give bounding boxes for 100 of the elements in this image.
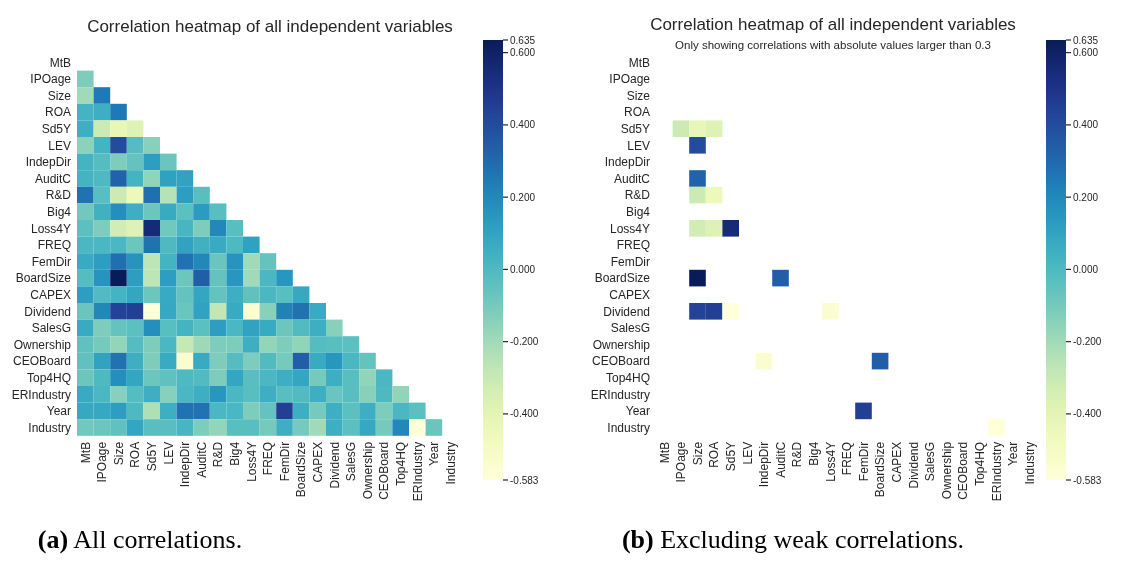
x-tick-label: LEV	[161, 441, 176, 465]
x-tick-label: FREQ	[840, 441, 855, 476]
y-tick-label: MtB	[49, 55, 71, 70]
x-tick-label: R&D	[790, 441, 805, 468]
x-tick-label: SalesG	[344, 441, 359, 482]
color-bar-label: 0.000	[510, 263, 536, 275]
x-tick-label: Ownership	[939, 441, 954, 500]
x-tick-label: ERIndustry	[989, 441, 1004, 502]
x-tick-label: Year	[427, 441, 442, 467]
color-bar-label: -0.400	[510, 408, 539, 420]
x-tick-label: AuditC	[194, 441, 209, 478]
y-tick-label: R&D	[624, 188, 651, 203]
y-tick-label: Dividend	[24, 304, 71, 319]
y-tick-label: Size	[47, 88, 72, 103]
color-bar-label: 0.400	[510, 119, 536, 131]
text: (b) Excluding weak correlations.	[621, 525, 965, 554]
y-tick-label: FemDir	[610, 254, 650, 269]
x-tick-label: IPOage	[95, 441, 110, 483]
x-tick-label: R&D	[211, 441, 226, 468]
color-bar-label: -0.200	[1073, 336, 1102, 348]
x-tick-label: CAPEX	[310, 441, 325, 483]
x-tick-label: Size	[111, 441, 126, 466]
x-tick-label: Industry	[443, 441, 458, 485]
x-tick-label: Big4	[806, 441, 821, 466]
color-bar-label: 0.000	[1073, 263, 1099, 275]
color-bar-label: -0.583	[510, 474, 539, 486]
color-bar-label: 0.400	[1073, 119, 1099, 131]
y-tick-label: IndepDir	[25, 155, 71, 170]
y-tick-label: FemDir	[31, 254, 71, 269]
x-tick-label: CEOBoard	[956, 441, 971, 500]
x-tick-label: BoardSize	[873, 441, 888, 498]
y-tick-label: Year	[625, 404, 650, 419]
y-tick-label: Big4	[625, 204, 651, 219]
x-tick-label: Industry	[1022, 441, 1037, 485]
y-tick-label: MtB	[628, 55, 650, 70]
x-tick-label: FemDir	[277, 441, 292, 482]
y-tick-label: Industry	[607, 420, 650, 435]
text: (a) All correlations.	[37, 525, 243, 554]
y-tick-label: SalesG	[31, 321, 71, 336]
y-tick-label: IndepDir	[604, 155, 650, 170]
y-tick-label: Big4	[46, 204, 72, 219]
x-tick-label: FREQ	[261, 441, 276, 476]
chart-subtitle: Only showing correlations with absolute values larger than 0.3	[675, 39, 991, 51]
x-tick-label: SalesG	[923, 441, 938, 482]
x-tick-label: Loss4Y	[823, 441, 838, 482]
y-tick-label: Ownership	[592, 337, 651, 352]
y-tick-label: Size	[626, 88, 651, 103]
color-bar-label: 0.600	[1073, 47, 1099, 59]
x-tick-label: IndepDir	[757, 441, 772, 488]
y-tick-label: FREQ	[37, 238, 71, 253]
x-tick-label: LEV	[740, 441, 755, 465]
y-tick-label: Dividend	[603, 304, 650, 319]
x-tick-label: AuditC	[773, 441, 788, 478]
y-tick-label: Loss4Y	[609, 221, 650, 236]
x-tick-label: BoardSize	[294, 441, 309, 498]
x-tick-label: Big4	[227, 441, 242, 466]
y-tick-label: CEOBoard	[12, 354, 71, 369]
color-bar-label: 0.200	[510, 191, 536, 203]
x-tick-label: MtB	[78, 441, 93, 464]
y-tick-label: LEV	[627, 138, 650, 153]
x-tick-label: CAPEX	[889, 441, 904, 483]
color-bar-label: -0.200	[510, 336, 539, 348]
x-tick-label: Year	[1006, 441, 1021, 467]
x-tick-label: ERIndustry	[410, 441, 425, 502]
x-tick-label: IPOage	[674, 441, 689, 483]
y-tick-label: FREQ	[616, 238, 650, 253]
color-bar-label: 0.635	[1073, 34, 1099, 46]
y-tick-label: Top4HQ	[26, 370, 71, 385]
x-tick-label: Sd5Y	[144, 441, 159, 472]
x-tick-label: FemDir	[856, 441, 871, 482]
x-tick-label: ROA	[128, 441, 143, 468]
y-tick-label: Ownership	[13, 337, 72, 352]
x-tick-label: Sd5Y	[723, 441, 738, 472]
y-tick-label: ERIndustry	[11, 387, 71, 402]
y-tick-label: BoardSize	[594, 271, 651, 286]
y-tick-label: SalesG	[610, 321, 650, 336]
x-tick-label: Top4HQ	[393, 441, 408, 486]
x-tick-label: Size	[690, 441, 705, 466]
y-tick-label: CAPEX	[609, 287, 650, 302]
color-bar-label: -0.583	[1073, 474, 1102, 486]
y-tick-label: Year	[46, 404, 71, 419]
x-tick-label: Dividend	[906, 441, 921, 489]
y-tick-label: AuditC	[34, 171, 72, 186]
y-tick-label: Loss4Y	[30, 221, 71, 236]
y-tick-label: CAPEX	[30, 287, 71, 302]
color-bar-label: 0.635	[510, 34, 536, 46]
color-bar-label: 0.200	[1073, 191, 1099, 203]
x-tick-label: Dividend	[327, 441, 342, 489]
color-bar-label: 0.600	[510, 47, 536, 59]
x-tick-label: IndepDir	[178, 441, 193, 488]
y-tick-label: ROA	[623, 105, 650, 120]
chart-title: Correlation heatmap of all independent variables	[87, 17, 453, 36]
y-tick-label: CEOBoard	[591, 354, 650, 369]
color-bar-label: -0.400	[1073, 408, 1102, 420]
x-tick-label: Ownership	[360, 441, 375, 500]
x-tick-label: CEOBoard	[377, 441, 392, 500]
y-tick-label: IPOage	[30, 72, 72, 87]
x-tick-label: MtB	[657, 441, 672, 464]
y-tick-label: Industry	[28, 420, 71, 435]
y-tick-label: BoardSize	[15, 271, 72, 286]
